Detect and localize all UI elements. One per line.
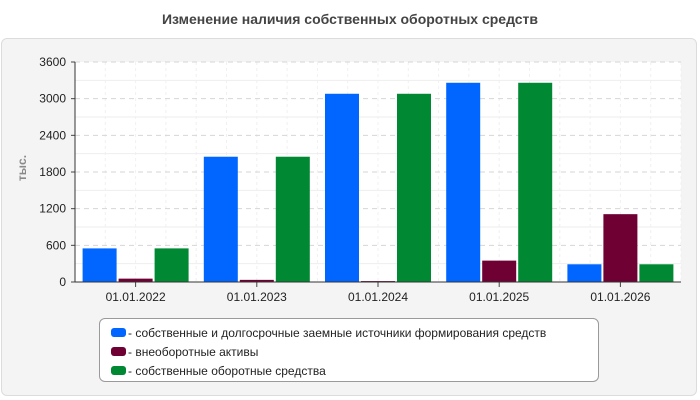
- bar-series-3-01.01.2026: [639, 264, 674, 282]
- legend-swatch-series-1: [111, 328, 126, 337]
- bar-series-1-01.01.2022: [82, 248, 117, 282]
- legend-text-series-1: собственные и долгосрочные заемные источ…: [135, 325, 547, 340]
- chart-legend: - собственные и долгосрочные заемные ист…: [99, 318, 599, 382]
- bar-series-1-01.01.2025: [446, 82, 481, 283]
- legend-text-series-3: собственные оборотные средства: [135, 363, 326, 378]
- x-tick-label: 01.01.2023: [227, 290, 287, 304]
- y-tick-label: 3000: [39, 92, 66, 106]
- legend-item-series-2: - внеоборотные активы: [111, 342, 598, 361]
- y-tick-label: 600: [46, 238, 66, 252]
- legend-item-series-1: - собственные и долгосрочные заемные ист…: [111, 323, 598, 342]
- y-tick-label: 1800: [39, 165, 66, 179]
- chart-title: Изменение наличия собственных оборотных …: [161, 11, 539, 27]
- bar-series-1-01.01.2023: [203, 156, 238, 282]
- bar-series-3-01.01.2024: [397, 93, 431, 283]
- y-axis-label: тыс.: [15, 155, 29, 181]
- y-tick-label: 3600: [39, 55, 66, 69]
- bar-series-1-01.01.2026: [567, 264, 602, 282]
- y-tick-label: 2400: [39, 128, 66, 142]
- legend-label-series-3: - собственные оборотные средства: [128, 363, 326, 378]
- y-tick-label: 1200: [39, 202, 66, 216]
- bar-series-3-01.01.2025: [518, 82, 553, 283]
- x-tick-label: 01.01.2022: [106, 290, 166, 304]
- legend-swatch-series-2: [111, 347, 126, 356]
- x-tick-label: 01.01.2026: [590, 290, 650, 304]
- bar-series-2-01.01.2022: [118, 278, 153, 282]
- bar-series-2-01.01.2025: [482, 260, 517, 282]
- bar-series-3-01.01.2023: [275, 156, 310, 282]
- legend-label-series-1: - собственные и долгосрочные заемные ист…: [128, 325, 547, 340]
- legend-swatch-series-3: [111, 366, 126, 375]
- y-tick-label: 0: [59, 275, 66, 289]
- bar-series-1-01.01.2024: [325, 93, 359, 283]
- legend-text-series-2: внеоборотные активы: [135, 344, 259, 359]
- x-tick-label: 01.01.2025: [469, 290, 529, 304]
- legend-item-series-3: - собственные оборотные средства: [111, 361, 598, 380]
- legend-label-series-2: - внеоборотные активы: [128, 344, 259, 359]
- x-tick-label: 01.01.2024: [348, 290, 408, 304]
- bar-series-2-01.01.2026: [603, 214, 638, 282]
- bar-series-3-01.01.2022: [154, 248, 189, 282]
- bar-series-2-01.01.2023: [239, 279, 274, 282]
